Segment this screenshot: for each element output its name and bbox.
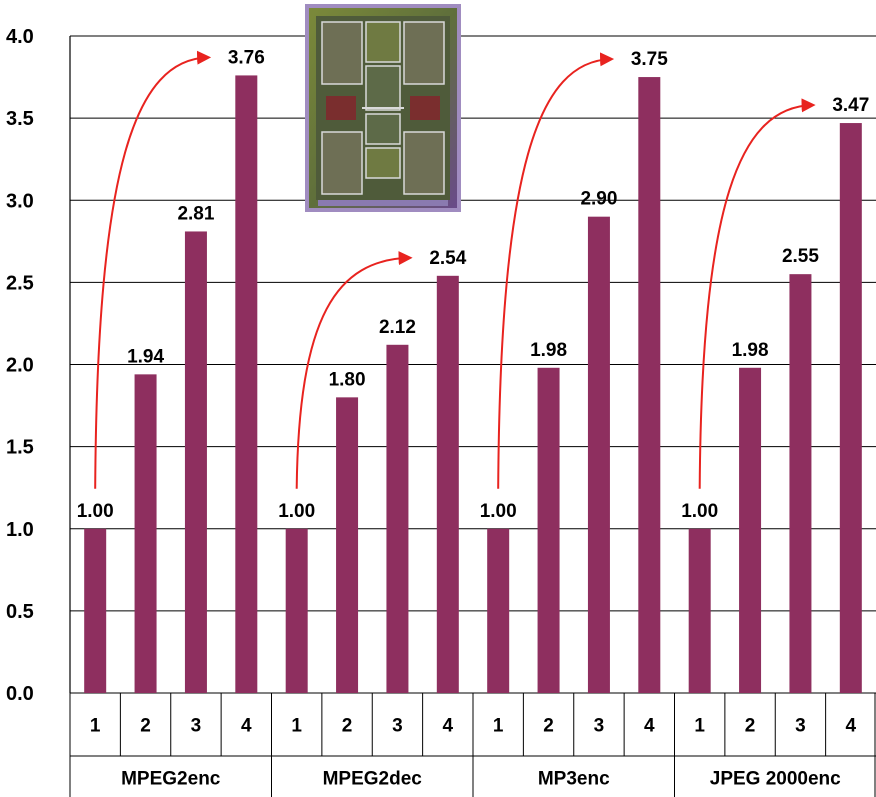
x-tick-label: 3 bbox=[392, 716, 403, 737]
x-tick-label: 1 bbox=[90, 716, 101, 737]
growth-arrow bbox=[295, 251, 413, 489]
x-tick-label: 3 bbox=[594, 716, 605, 737]
bar bbox=[739, 367, 762, 693]
data-label: 2.90 bbox=[580, 189, 617, 210]
bar bbox=[487, 528, 510, 693]
x-tick-label: 1 bbox=[291, 716, 302, 737]
data-label: 1.80 bbox=[329, 369, 366, 390]
data-label: 3.47 bbox=[832, 95, 869, 116]
growth-arrow bbox=[698, 98, 816, 489]
x-tick-label: 4 bbox=[846, 716, 857, 737]
y-tick-label: 2.5 bbox=[6, 272, 34, 294]
growth-arrow bbox=[497, 52, 615, 489]
y-axis: 0.0 0.5 1.0 1.5 2.0 2.5 3.0 3.5 4.0 bbox=[6, 26, 71, 705]
x-tick-label: 2 bbox=[543, 716, 554, 737]
x-tick-label: 2 bbox=[342, 716, 353, 737]
chip-die-photo bbox=[305, 4, 461, 212]
data-label: 1.00 bbox=[480, 501, 517, 522]
bar bbox=[285, 528, 308, 693]
y-tick-label: 0.5 bbox=[6, 601, 34, 623]
group-label: MPEG2dec bbox=[323, 769, 423, 790]
y-tick-label: 0.0 bbox=[6, 683, 34, 705]
x-tick-label: 4 bbox=[644, 716, 655, 737]
y-tick-label: 1.5 bbox=[6, 437, 34, 459]
x-tick-label: 4 bbox=[241, 716, 252, 737]
bar bbox=[789, 274, 812, 693]
bar bbox=[638, 77, 661, 693]
bar bbox=[84, 528, 107, 693]
y-tick-label: 1.0 bbox=[6, 519, 34, 541]
growth-arrows bbox=[94, 50, 816, 489]
y-tick-label: 3.0 bbox=[6, 190, 34, 212]
growth-arrow bbox=[94, 50, 212, 489]
y-tick-label: 4.0 bbox=[6, 26, 34, 48]
y-tick-label: 3.5 bbox=[6, 108, 34, 130]
data-label: 1.98 bbox=[530, 340, 567, 361]
bar bbox=[336, 397, 359, 693]
x-tick-label: 3 bbox=[795, 716, 806, 737]
data-label: 1.00 bbox=[77, 501, 114, 522]
group-label: MPEG2enc bbox=[121, 769, 221, 790]
bar bbox=[235, 75, 258, 694]
bar bbox=[184, 231, 207, 693]
x-tick-label: 1 bbox=[694, 716, 705, 737]
data-label: 3.75 bbox=[631, 49, 668, 70]
bar bbox=[839, 123, 862, 694]
bar bbox=[134, 374, 157, 693]
data-label: 1.00 bbox=[681, 501, 718, 522]
data-label: 2.54 bbox=[429, 248, 466, 269]
data-labels: 1.00 1.94 2.81 3.76 1.00 1.80 2.12 2.54 1.00 1.98… bbox=[77, 47, 870, 521]
data-label: 2.81 bbox=[177, 203, 214, 224]
bar bbox=[587, 216, 610, 694]
bar bbox=[688, 528, 711, 693]
data-label: 3.76 bbox=[228, 47, 265, 68]
data-label: 1.00 bbox=[278, 501, 315, 522]
x-axis-table: 1 2 3 4 MPEG2enc 1 2 3 4 MPEG2dec 1 2 3 4 MP3enc 1 2 3 4 JP… bbox=[69, 693, 876, 797]
data-label: 1.98 bbox=[732, 340, 769, 361]
group-label: MP3enc bbox=[538, 769, 610, 790]
data-label: 2.55 bbox=[782, 246, 819, 267]
group-label: JPEG 2000enc bbox=[710, 769, 841, 790]
x-tick-label: 1 bbox=[493, 716, 504, 737]
x-tick-label: 3 bbox=[191, 716, 202, 737]
bar bbox=[537, 367, 560, 693]
x-tick-label: 4 bbox=[443, 716, 454, 737]
y-tick-label: 2.0 bbox=[6, 355, 34, 377]
x-tick-label: 2 bbox=[140, 716, 151, 737]
data-label: 1.94 bbox=[127, 346, 164, 367]
data-label: 2.12 bbox=[379, 317, 416, 338]
bar bbox=[436, 275, 459, 693]
x-tick-label: 2 bbox=[745, 716, 756, 737]
bar bbox=[386, 344, 409, 693]
bars bbox=[84, 75, 862, 694]
